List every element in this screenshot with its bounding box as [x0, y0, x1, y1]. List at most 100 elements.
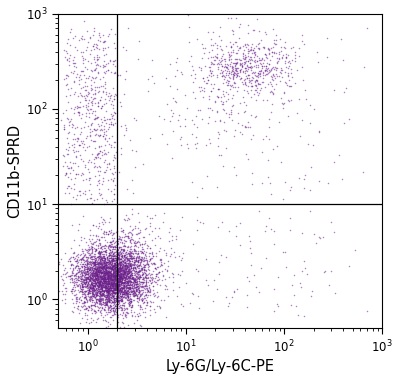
Point: [102, 284, 109, 290]
Point: [98, 289, 104, 295]
Point: [203, 142, 209, 148]
Point: [114, 263, 120, 269]
Point: [87, 246, 93, 252]
Point: [77, 296, 84, 303]
Point: [101, 117, 108, 123]
Point: [87, 282, 93, 288]
Point: [121, 279, 128, 285]
Point: [201, 85, 207, 91]
Point: [101, 267, 107, 274]
Point: [93, 277, 99, 283]
Point: [128, 231, 135, 237]
Point: [100, 275, 106, 281]
Point: [229, 74, 236, 80]
Point: [126, 251, 132, 257]
Point: [101, 114, 108, 120]
Point: [106, 251, 112, 258]
Point: [108, 267, 114, 274]
Point: [71, 274, 78, 280]
Point: [67, 92, 73, 98]
Point: [97, 284, 104, 290]
Point: [105, 272, 112, 279]
Point: [109, 253, 115, 259]
Point: [104, 267, 110, 273]
Point: [118, 264, 125, 271]
Point: [90, 95, 97, 101]
Point: [88, 121, 94, 127]
Point: [117, 271, 123, 277]
Point: [95, 296, 102, 302]
Point: [116, 287, 122, 293]
Point: [100, 265, 107, 271]
Point: [71, 149, 78, 155]
Point: [117, 266, 123, 272]
Point: [116, 285, 122, 291]
Point: [113, 259, 119, 265]
Point: [71, 272, 77, 279]
Point: [106, 299, 112, 305]
Point: [111, 287, 118, 293]
Point: [93, 291, 100, 297]
Point: [147, 245, 154, 251]
Point: [94, 261, 101, 267]
Point: [259, 66, 265, 72]
Point: [95, 298, 102, 304]
Point: [73, 154, 79, 160]
Point: [200, 75, 207, 81]
Point: [122, 295, 128, 301]
Point: [133, 255, 140, 261]
Point: [106, 275, 112, 281]
Point: [129, 251, 136, 257]
Point: [146, 215, 153, 221]
Point: [257, 37, 264, 43]
Point: [224, 96, 231, 102]
Point: [92, 280, 99, 287]
Point: [116, 268, 122, 274]
Point: [125, 322, 131, 328]
Point: [128, 255, 134, 261]
Point: [110, 251, 116, 257]
Point: [116, 271, 122, 277]
Point: [97, 261, 103, 267]
Point: [177, 136, 183, 142]
Point: [283, 55, 289, 61]
Point: [199, 94, 206, 100]
Point: [125, 244, 131, 250]
Point: [73, 277, 79, 283]
Point: [102, 274, 108, 280]
Point: [290, 292, 297, 298]
Point: [156, 113, 162, 119]
Point: [68, 270, 75, 276]
Point: [132, 290, 139, 296]
Point: [108, 290, 114, 296]
Point: [68, 262, 74, 268]
Point: [94, 292, 100, 298]
Point: [99, 284, 105, 290]
Point: [100, 260, 106, 266]
Point: [80, 213, 86, 219]
Point: [152, 292, 158, 298]
Point: [269, 146, 276, 152]
Point: [123, 279, 130, 285]
Point: [100, 248, 106, 255]
Point: [110, 253, 116, 259]
Point: [90, 251, 97, 257]
Point: [133, 148, 140, 154]
Point: [99, 270, 106, 276]
Point: [120, 300, 127, 306]
Point: [84, 316, 90, 322]
Point: [90, 126, 97, 132]
Point: [120, 310, 126, 316]
Point: [139, 271, 146, 277]
Point: [112, 244, 118, 250]
Point: [68, 26, 74, 32]
Point: [225, 80, 232, 86]
Point: [92, 293, 98, 299]
Point: [125, 284, 131, 290]
Point: [100, 230, 106, 236]
Point: [126, 270, 132, 276]
Point: [100, 263, 106, 269]
Point: [106, 264, 112, 271]
Point: [244, 88, 251, 94]
Point: [94, 292, 100, 298]
